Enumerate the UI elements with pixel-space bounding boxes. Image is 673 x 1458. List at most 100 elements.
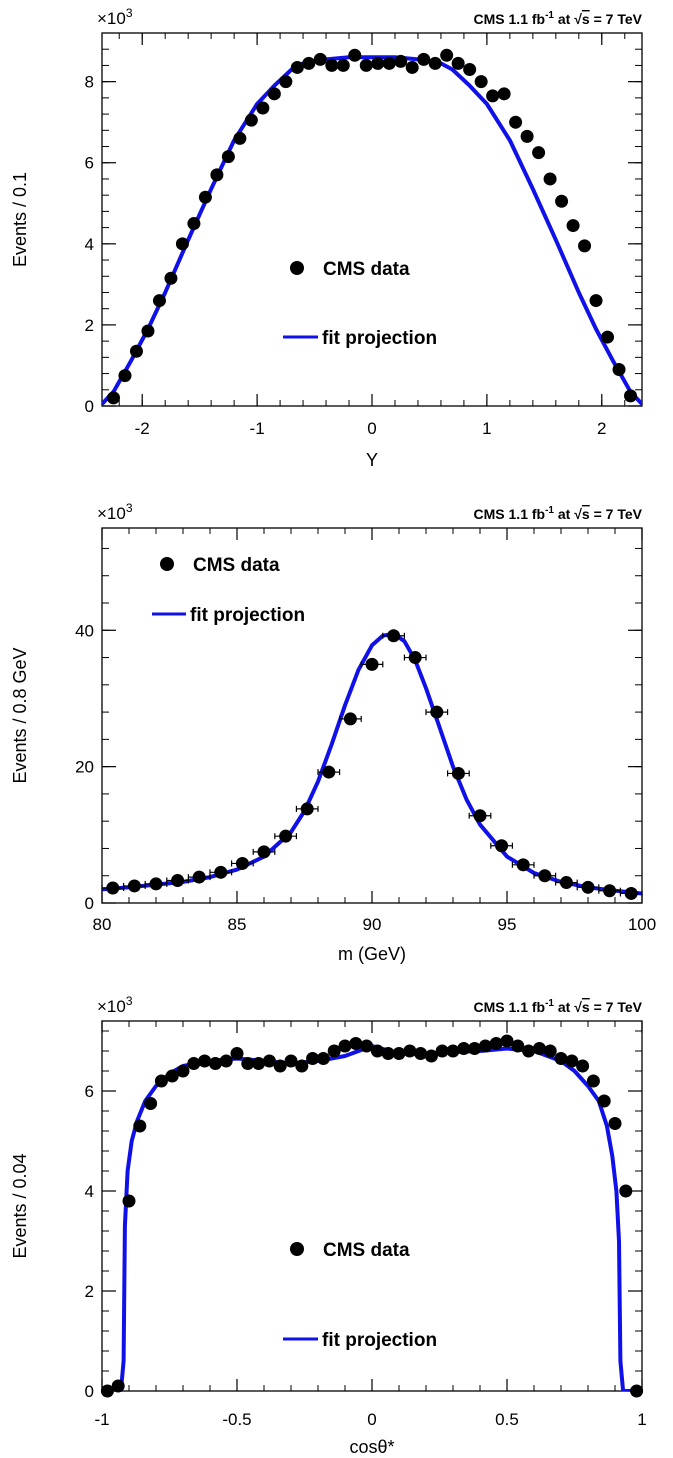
data-point bbox=[495, 839, 509, 853]
data-point bbox=[256, 101, 270, 115]
data-point bbox=[489, 1037, 503, 1050]
cms-label: CMS 1.1 fb-1 at √s = 7 TeV bbox=[474, 998, 643, 1015]
data-point bbox=[500, 1034, 514, 1048]
data-point bbox=[554, 1052, 568, 1065]
data-point bbox=[382, 56, 396, 70]
data-point bbox=[509, 115, 523, 129]
data-point bbox=[152, 294, 166, 308]
y-tick-label: 6 bbox=[85, 154, 94, 173]
cms-label: CMS 1.1 fb-1 at √s = 7 TeV bbox=[474, 505, 643, 522]
data-point bbox=[486, 89, 500, 103]
data-point bbox=[338, 1039, 352, 1053]
data-point bbox=[300, 802, 314, 816]
data-point bbox=[322, 765, 336, 779]
y-tick-label: 20 bbox=[75, 758, 94, 777]
legend-data-marker bbox=[290, 261, 304, 275]
data-point bbox=[171, 874, 185, 887]
data-point bbox=[532, 146, 546, 160]
data-point bbox=[430, 705, 444, 719]
data-point bbox=[392, 1047, 406, 1060]
legend-data-label: CMS data bbox=[323, 1240, 410, 1261]
legend-data-label: CMS data bbox=[323, 259, 410, 280]
x-axis-label: Y bbox=[366, 450, 378, 470]
data-point bbox=[127, 879, 141, 893]
data-point bbox=[576, 1059, 590, 1073]
data-point bbox=[198, 190, 212, 204]
data-point bbox=[417, 52, 431, 66]
data-point bbox=[603, 884, 617, 898]
data-point bbox=[100, 1384, 114, 1398]
data-point bbox=[141, 324, 155, 338]
cms-label: CMS 1.1 fb-1 at √s = 7 TeV bbox=[474, 10, 643, 27]
rapidity-chart: ×103 CMS 1.1 fb-1 at √s = 7 TeV -2 -1 0 1 2 0 2 4… bbox=[10, 6, 643, 470]
data-point bbox=[608, 1117, 622, 1130]
data-point bbox=[106, 391, 120, 405]
data-point bbox=[244, 113, 258, 127]
data-point bbox=[290, 60, 304, 74]
data-point bbox=[405, 60, 419, 74]
legend-data-label: CMS data bbox=[193, 555, 280, 576]
legend-fit-label: fit projection bbox=[190, 605, 305, 626]
data-point bbox=[612, 363, 626, 377]
data-point bbox=[624, 389, 638, 403]
data-point bbox=[566, 219, 580, 233]
plot-frame bbox=[101, 32, 643, 407]
y-multiplier: ×103 bbox=[97, 6, 133, 28]
data-point bbox=[257, 845, 271, 859]
data-point bbox=[349, 1037, 363, 1050]
x-tick-label: 1 bbox=[482, 419, 491, 438]
data-point bbox=[133, 1119, 147, 1133]
y-tick-label: 4 bbox=[85, 1182, 94, 1201]
data-point bbox=[316, 1052, 330, 1065]
x-tick-label: -1 bbox=[94, 1410, 109, 1429]
data-point bbox=[348, 48, 362, 62]
x-tick-label: -1 bbox=[250, 419, 265, 438]
data-point bbox=[581, 880, 595, 894]
data-point bbox=[474, 75, 488, 89]
data-point bbox=[306, 1052, 320, 1065]
data-point bbox=[221, 150, 235, 164]
data-point bbox=[208, 1057, 222, 1070]
x-tick-label: -2 bbox=[135, 419, 150, 438]
data-point bbox=[210, 168, 224, 182]
data-point bbox=[187, 217, 201, 231]
data-point bbox=[233, 131, 247, 145]
data-point bbox=[370, 1044, 384, 1058]
data-point bbox=[273, 1059, 287, 1073]
x-tick-label: 85 bbox=[228, 915, 247, 934]
plot-frame bbox=[101, 527, 643, 904]
data-point bbox=[241, 1057, 255, 1070]
data-point bbox=[154, 1074, 168, 1088]
data-point bbox=[394, 54, 408, 68]
y-tick-label: 6 bbox=[85, 1082, 94, 1101]
y-tick-label: 40 bbox=[75, 621, 94, 640]
data-point bbox=[359, 58, 373, 72]
data-point bbox=[543, 172, 557, 186]
legend-fit-label: fit projection bbox=[322, 328, 437, 349]
legend-fit-label: fit projection bbox=[322, 1330, 437, 1351]
data-point bbox=[381, 1047, 395, 1060]
data-point bbox=[198, 1054, 212, 1068]
data-point bbox=[219, 1054, 233, 1068]
data-point bbox=[165, 1069, 179, 1083]
data-point bbox=[451, 766, 465, 780]
costheta-chart: ×103 CMS 1.1 fb-1 at √s = 7 TeV -1 -0.5 0 0.5… bbox=[10, 994, 647, 1457]
data-point bbox=[589, 294, 603, 308]
data-point bbox=[555, 194, 569, 208]
x-tick-label: 90 bbox=[363, 915, 382, 934]
data-point bbox=[343, 712, 357, 726]
data-point bbox=[565, 1054, 579, 1068]
data-point bbox=[630, 1384, 644, 1398]
y-tick-label: 0 bbox=[85, 1382, 94, 1401]
data-point bbox=[468, 1042, 482, 1055]
data-point bbox=[144, 1097, 158, 1110]
data-point bbox=[279, 75, 293, 89]
data-point bbox=[457, 1042, 471, 1055]
data-point bbox=[446, 1044, 460, 1058]
y-axis-label: Events / 0.8 GeV bbox=[10, 647, 30, 783]
data-point bbox=[176, 1064, 190, 1078]
y-tick-label: 4 bbox=[85, 235, 94, 254]
legend-data-marker bbox=[290, 1242, 304, 1256]
data-point bbox=[619, 1184, 633, 1198]
data-point bbox=[451, 56, 465, 70]
